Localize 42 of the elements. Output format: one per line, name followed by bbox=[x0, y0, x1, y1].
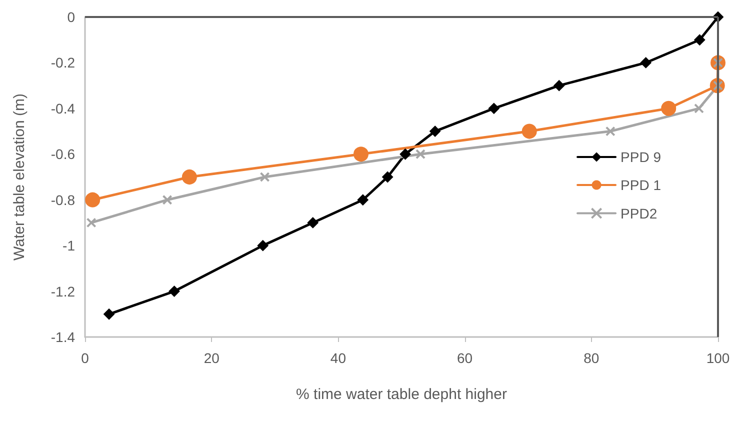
point bbox=[488, 102, 500, 114]
point bbox=[85, 192, 100, 208]
point bbox=[605, 126, 616, 136]
point bbox=[257, 240, 268, 252]
point bbox=[260, 172, 270, 182]
point bbox=[415, 149, 426, 160]
x-tick-label: 0 bbox=[81, 350, 90, 366]
point bbox=[354, 146, 368, 162]
legend-label: PPD2 bbox=[620, 205, 658, 222]
point bbox=[168, 286, 180, 297]
y-tick-label: -0.2 bbox=[50, 54, 76, 71]
y-tick-label: -0.4 bbox=[50, 100, 76, 116]
x-tick-label: 40 bbox=[330, 350, 346, 366]
y-tick-label: -0.6 bbox=[50, 146, 76, 162]
y-tick-label: -0.8 bbox=[50, 192, 76, 208]
point bbox=[661, 100, 676, 116]
x-axis-title: % time water table depht higher bbox=[296, 386, 507, 403]
y-axis-title: Water table elevation (m) bbox=[11, 93, 28, 261]
legend-label: PPD 9 bbox=[620, 149, 662, 165]
point bbox=[382, 172, 394, 182]
point bbox=[182, 170, 197, 184]
point bbox=[522, 124, 537, 139]
point bbox=[307, 217, 318, 228]
point bbox=[640, 57, 652, 68]
y-tick-label: -1.2 bbox=[50, 283, 76, 300]
y-tick-label: -1 bbox=[62, 238, 76, 254]
point bbox=[86, 218, 96, 228]
point bbox=[694, 34, 706, 46]
x-tick-label: 60 bbox=[457, 350, 473, 366]
point bbox=[104, 308, 115, 320]
y-tick-label: 0 bbox=[67, 9, 76, 25]
y-tick-label: -1.4 bbox=[50, 329, 76, 345]
point bbox=[694, 103, 704, 114]
point bbox=[430, 126, 441, 137]
point bbox=[554, 80, 565, 92]
x-tick-label: 20 bbox=[204, 350, 220, 366]
x-tick-label: 100 bbox=[706, 350, 730, 366]
point bbox=[357, 194, 368, 206]
x-tick-label: 80 bbox=[584, 350, 600, 366]
point bbox=[162, 194, 172, 205]
point bbox=[400, 148, 411, 160]
legend-label: PPD 1 bbox=[620, 177, 662, 193]
